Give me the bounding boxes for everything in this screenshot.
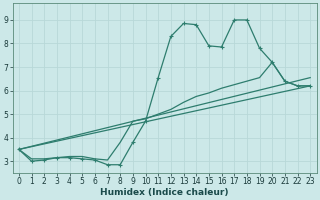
X-axis label: Humidex (Indice chaleur): Humidex (Indice chaleur): [100, 188, 229, 197]
